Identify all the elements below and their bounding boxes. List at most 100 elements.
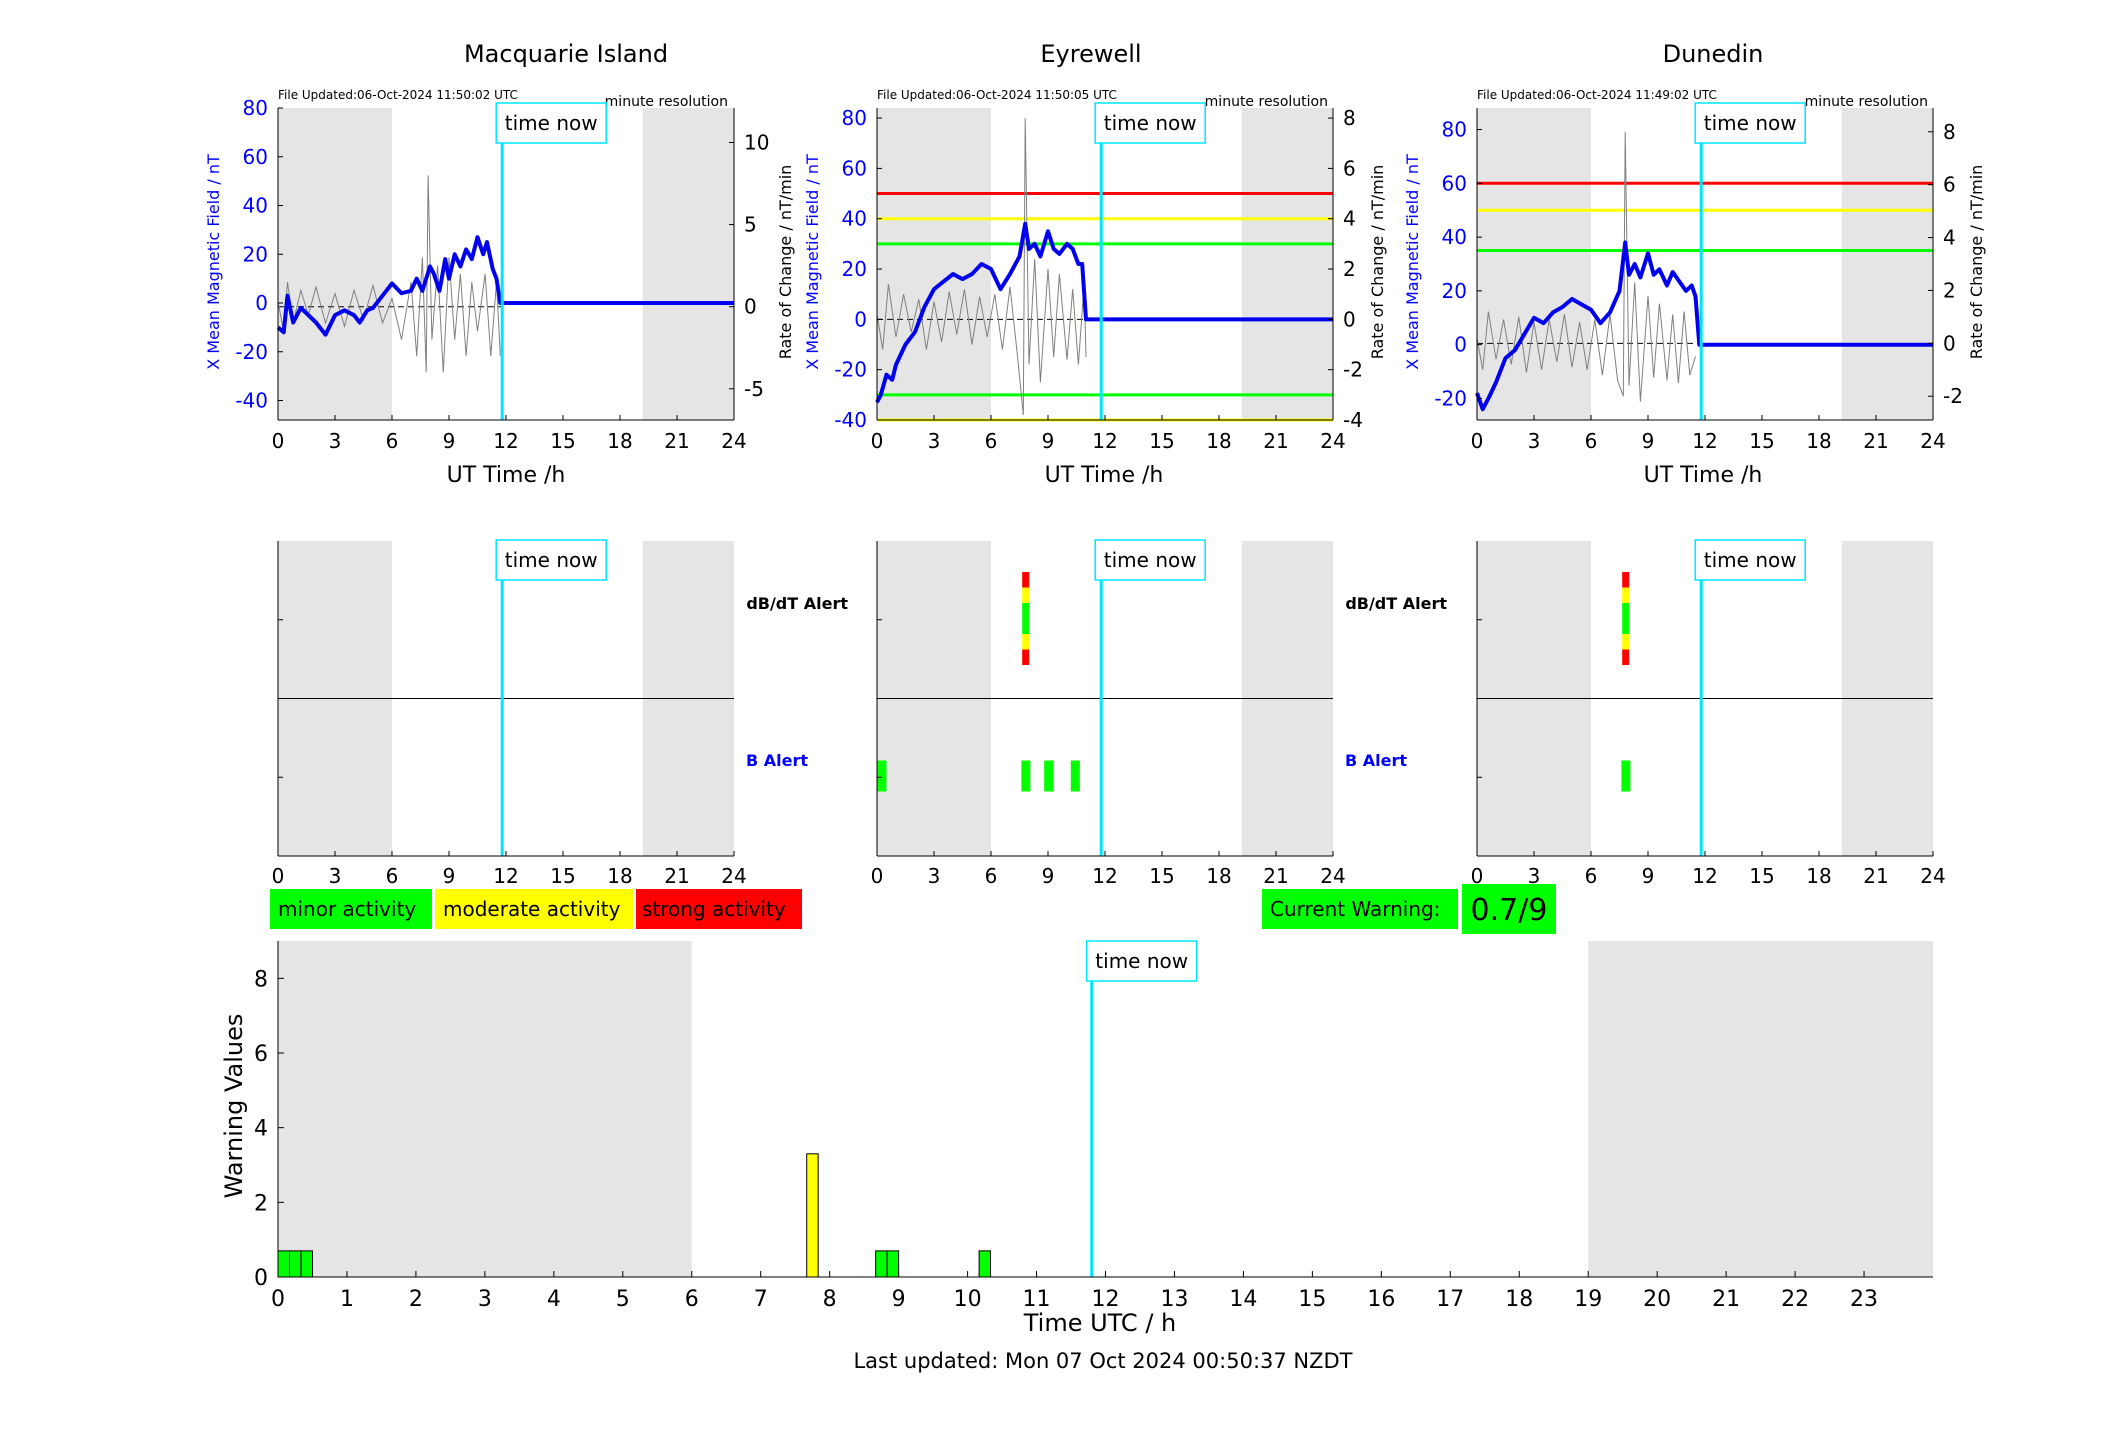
legend-minor-label: minor activity — [278, 897, 416, 921]
b-alert-bar — [1621, 760, 1631, 792]
night-band — [278, 108, 392, 420]
alert-x-tick-label: 24 — [1320, 864, 1345, 888]
time-now-label: time now — [1104, 548, 1197, 572]
b-alert-bar — [1070, 760, 1080, 792]
b-alert-bar — [877, 760, 887, 792]
y2-tick-label: 4 — [1343, 207, 1356, 231]
warning-bar — [978, 1250, 992, 1278]
x-tick-label: 13 — [1160, 1287, 1188, 1312]
x-tick-label: 21 — [1863, 429, 1888, 453]
x-tick-label: 6 — [1585, 429, 1598, 453]
dbdt-alert-segment — [1622, 618, 1630, 634]
alert-x-tick-label: 18 — [1206, 864, 1231, 888]
y-tick-label: -20 — [1434, 386, 1467, 410]
warning-bar — [289, 1250, 302, 1278]
x-tick-label: 24 — [1320, 429, 1345, 453]
alert-x-tick-label: 3 — [329, 864, 342, 888]
y-tick-label: 20 — [1442, 279, 1467, 303]
alert-x-tick-label: 0 — [272, 864, 285, 888]
alert-x-tick-label: 12 — [493, 864, 518, 888]
warning-bar — [875, 1250, 888, 1278]
dbdt-alert-segment — [1022, 634, 1030, 650]
y-axis-label: X Mean Magnetic Field / nT — [204, 154, 223, 370]
last-updated-text: Last updated: Mon 07 Oct 2024 00:50:37 N… — [853, 1349, 1352, 1373]
y2-axis-label: Rate of Change / nT/min — [1967, 165, 1986, 360]
alert-x-tick-label: 6 — [1585, 864, 1598, 888]
night-band — [642, 108, 734, 420]
x-tick-label: 16 — [1367, 1287, 1395, 1312]
alert-x-tick-label: 21 — [1263, 864, 1288, 888]
alert-x-tick-label: 3 — [1528, 864, 1541, 888]
y-tick-label: 60 — [842, 156, 867, 180]
b-field-series — [276, 235, 734, 337]
x-tick-label: 21 — [1712, 1287, 1740, 1312]
x-axis-label: UT Time /h — [447, 463, 566, 488]
y-tick-label: 0 — [854, 307, 867, 331]
rate-of-change-series — [876, 118, 1087, 416]
x-tick-label: 14 — [1229, 1287, 1257, 1312]
time-now-box — [1694, 102, 1806, 144]
y-tick-label: 2 — [254, 1191, 268, 1216]
x-tick-label: 18 — [1206, 429, 1231, 453]
x-tick-label: 0 — [272, 429, 285, 453]
warning-bar — [886, 1250, 900, 1278]
x-axis-label: UT Time /h — [1644, 463, 1763, 488]
time-now-label: time now — [1704, 548, 1797, 572]
y-tick-label: -40 — [834, 408, 867, 432]
x-tick-label: 0 — [871, 429, 884, 453]
b-alert-label: B Alert — [746, 751, 808, 770]
y-tick-label: 40 — [1442, 225, 1467, 249]
x-tick-label: 6 — [985, 429, 998, 453]
y2-tick-label: 0 — [1343, 307, 1356, 331]
x-tick-label: 12 — [1692, 429, 1717, 453]
x-tick-label: 21 — [664, 429, 689, 453]
alert-x-tick-label: 9 — [1642, 864, 1655, 888]
warning-bar — [300, 1250, 313, 1278]
b-alert-bar — [1021, 760, 1031, 792]
current-warning-value: 0.7/9 — [1471, 893, 1548, 928]
x-tick-label: 15 — [550, 429, 575, 453]
y-tick-label: 4 — [254, 1117, 268, 1142]
dbdt-alert-label: dB/dT Alert — [746, 594, 848, 613]
alert-plot: time now 0 3 6 9 12 15 18 21 24 — [871, 539, 1346, 888]
b-alert-bar — [1044, 760, 1054, 792]
x-tick-label: 3 — [329, 429, 342, 453]
x-tick-label: 9 — [443, 429, 456, 453]
magnetic-field-plot: time now 0 3 6 9 12 15 18 21 24 -40 -20 0 20 40 60 80 -5 0… — [235, 96, 769, 453]
alert-plot: time now 0 3 6 9 12 15 18 21 24 — [1471, 539, 1946, 888]
alert-x-tick-label: 21 — [664, 864, 689, 888]
x-tick-label: 0 — [1471, 429, 1484, 453]
x-tick-label: 24 — [1920, 429, 1945, 453]
legend-moderate-swatch — [435, 889, 633, 929]
file-updated-text: File Updated:06-Oct-2024 11:50:02 UTC — [278, 88, 518, 102]
x-tick-label: 22 — [1781, 1287, 1809, 1312]
y-tick-label: 0 — [254, 1266, 268, 1291]
alert-x-tick-label: 18 — [607, 864, 632, 888]
warning-bar — [806, 1153, 819, 1278]
x-tick-label: 2 — [409, 1287, 423, 1312]
x-tick-label: 21 — [1263, 429, 1288, 453]
x-tick-label: 10 — [954, 1287, 982, 1312]
night-band — [1588, 941, 1933, 1277]
alert-x-tick-label: 6 — [386, 864, 399, 888]
y-tick-label: -20 — [235, 340, 268, 364]
resolution-text: minute resolution — [1205, 94, 1328, 110]
x-tick-label: 9 — [1642, 429, 1655, 453]
rate-of-change-series — [1476, 131, 1696, 402]
y-tick-label: 20 — [842, 257, 867, 281]
alert-x-tick-label: 15 — [550, 864, 575, 888]
y-tick-label: 8 — [254, 967, 268, 992]
alert-x-tick-label: 0 — [871, 864, 884, 888]
y-tick-label: 6 — [254, 1042, 268, 1067]
time-now-box — [495, 102, 607, 144]
station-title: Macquarie Island — [464, 40, 668, 68]
time-now-label: time now — [1704, 111, 1797, 135]
y-tick-label: -20 — [834, 358, 867, 382]
alert-x-tick-label: 15 — [1149, 864, 1174, 888]
y2-tick-label: 4 — [1943, 226, 1956, 250]
y2-axis-label: Rate of Change / nT/min — [1368, 165, 1387, 360]
y-tick-label: 80 — [243, 96, 268, 120]
